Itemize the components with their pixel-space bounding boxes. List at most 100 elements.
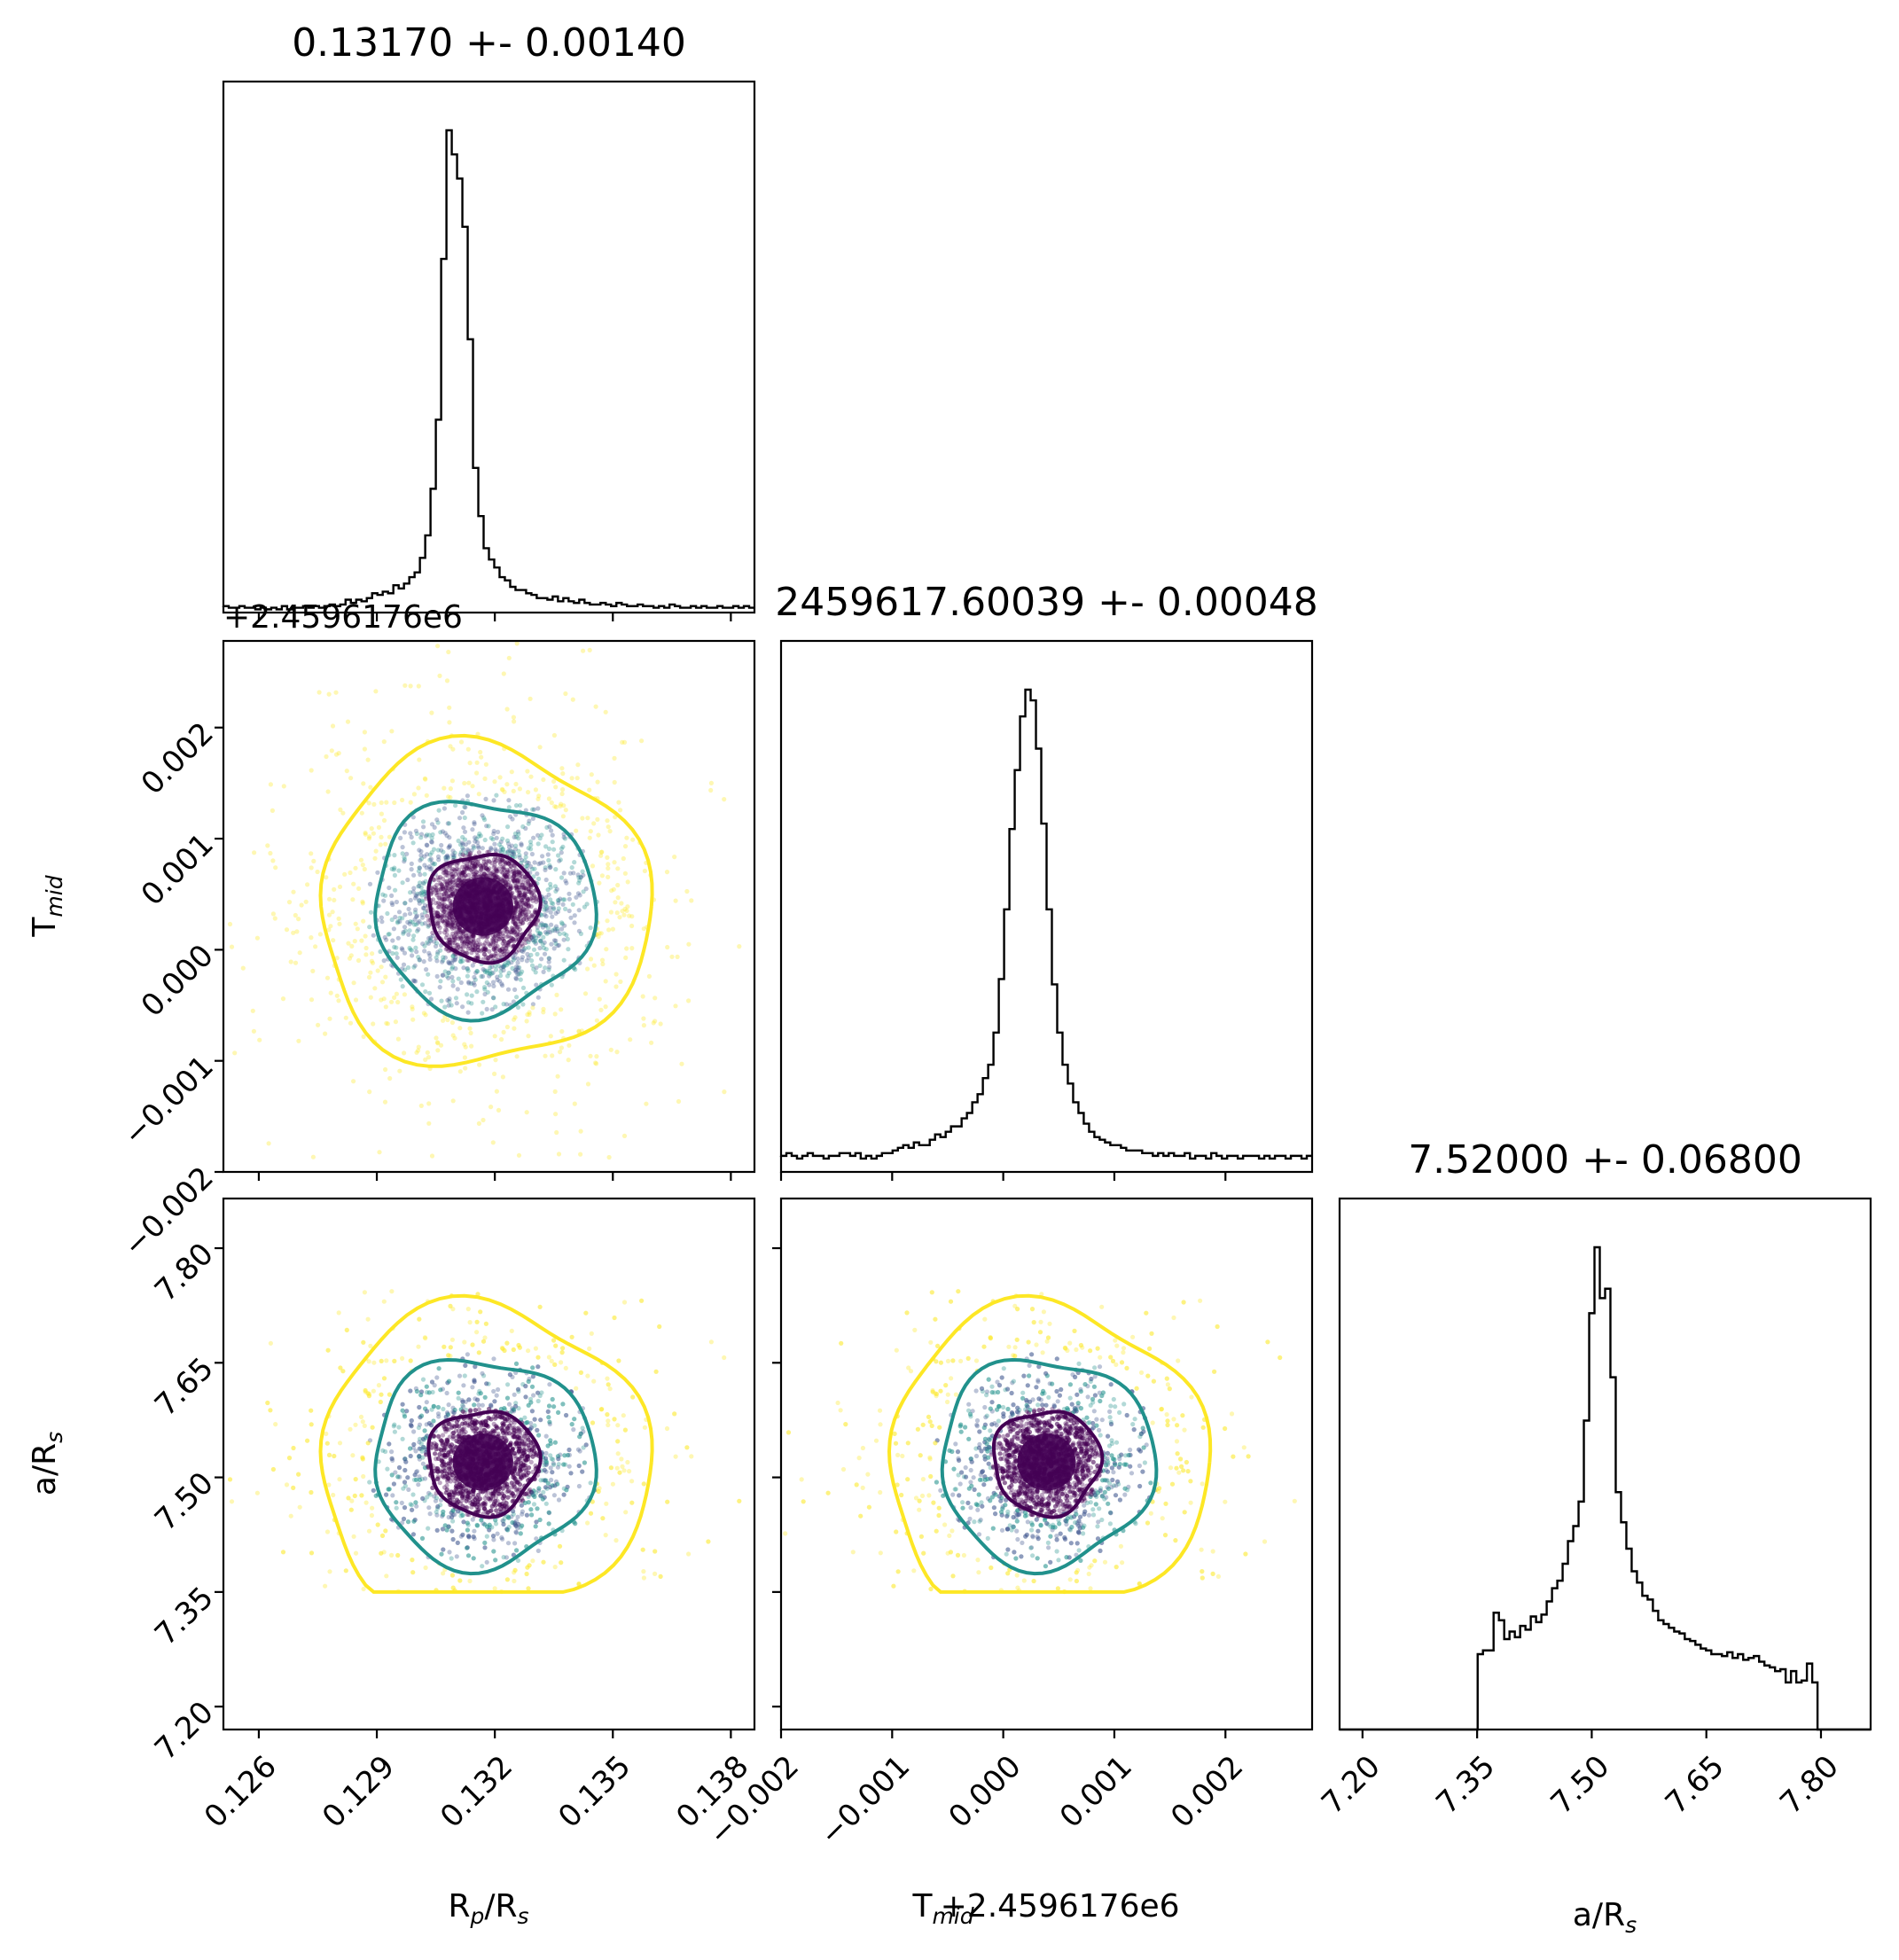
scatter-point [401,931,406,936]
scatter-point [565,936,570,941]
scatter-point [449,1556,454,1561]
scatter-point [523,912,528,918]
scatter-point [419,912,425,918]
scatter-point [331,1492,336,1498]
scatter-point [424,967,429,972]
scatter-point [470,948,476,953]
scatter-point [442,785,447,791]
scatter-point [459,878,465,883]
scatter-point [498,849,504,855]
scatter-point [434,951,441,957]
scatter-point [472,1502,477,1507]
scatter-point [435,913,441,918]
scatter-point [519,1467,525,1472]
scatter-point [614,1050,620,1055]
scatter-point [595,779,600,785]
scatter-point [434,1375,440,1380]
scatter-point [512,968,518,973]
scatter-point [517,890,522,895]
scatter-point [461,965,466,971]
scatter-point [482,952,488,957]
scatter-point [423,878,428,884]
scatter-point [448,924,453,929]
scatter-point [606,927,612,933]
scatter-point [484,1423,489,1428]
scatter-point [294,929,300,934]
scatter-point [420,1436,426,1441]
scatter-point [449,902,454,908]
scatter-point [457,1578,463,1583]
scatter-point [483,1422,489,1427]
scatter-point [509,960,514,965]
scatter-point [494,835,499,840]
scatter-point [353,865,358,871]
scatter-point [519,897,524,902]
scatter-point [644,1101,649,1106]
scatter-point [551,847,557,852]
scatter-point [500,1428,505,1433]
scatter-point [526,1470,531,1475]
scatter-point [543,1478,549,1483]
scatter-point [442,910,448,915]
scatter-point [525,1454,530,1459]
scatter-point [309,768,314,773]
scatter-point [587,787,592,793]
scatter-point [369,1512,374,1519]
scatter-point [528,903,534,910]
scatter-point [585,1520,590,1526]
scatter-point [337,884,343,890]
scatter-point [622,906,628,912]
scatter-point [390,950,395,957]
scatter-point [517,853,522,858]
scatter-point [521,947,527,952]
scatter-point [350,897,356,902]
scatter-point [475,859,481,864]
scatter-point [500,949,505,954]
scatter-point [553,1343,559,1348]
scatter-point [578,1370,584,1375]
scatter-point [493,1004,498,1010]
scatter-point [254,1490,260,1495]
scatter-point [459,1494,465,1499]
scatter-point [490,938,496,943]
scatter-point [526,940,531,945]
scatter-point [512,1541,518,1546]
scatter-point [588,1480,593,1486]
scatter-point [512,871,517,876]
scatter-point [521,892,527,897]
scatter-point [610,926,616,932]
scatter-point [534,982,539,988]
scatter-point [555,1454,561,1459]
scatter-point [543,947,549,952]
scatter-point [409,1417,414,1424]
scatter-point [408,683,413,689]
scatter-point [456,883,461,888]
scatter-point [465,965,470,971]
scatter-point [519,1449,524,1454]
scatter-point [472,947,477,952]
scatter-point [467,1320,473,1325]
scatter-point [515,956,520,961]
scatter-point [452,887,457,894]
scatter-point [447,720,452,725]
scatter-point [442,918,448,924]
scatter-point [516,848,521,854]
scatter-point [509,930,514,935]
scatter-point [496,1488,501,1493]
scatter-point [400,1402,405,1407]
scatter-point [450,920,456,925]
scatter-point [402,992,407,997]
scatter-point [526,880,531,886]
scatter-point [565,1452,571,1458]
scatter-point [487,1527,492,1533]
scatter-point [473,839,478,844]
hist-panel-rp-rs: 0.13170 +- 0.00140 [222,20,756,621]
scatter-point [420,880,426,886]
scatter-point [557,858,562,863]
scatter-point [525,1419,530,1425]
scatter-point [465,940,471,945]
scatter-point [445,1412,450,1417]
scatter-point [447,937,452,942]
scatter-point [466,780,472,785]
scatter-point [590,1420,596,1425]
